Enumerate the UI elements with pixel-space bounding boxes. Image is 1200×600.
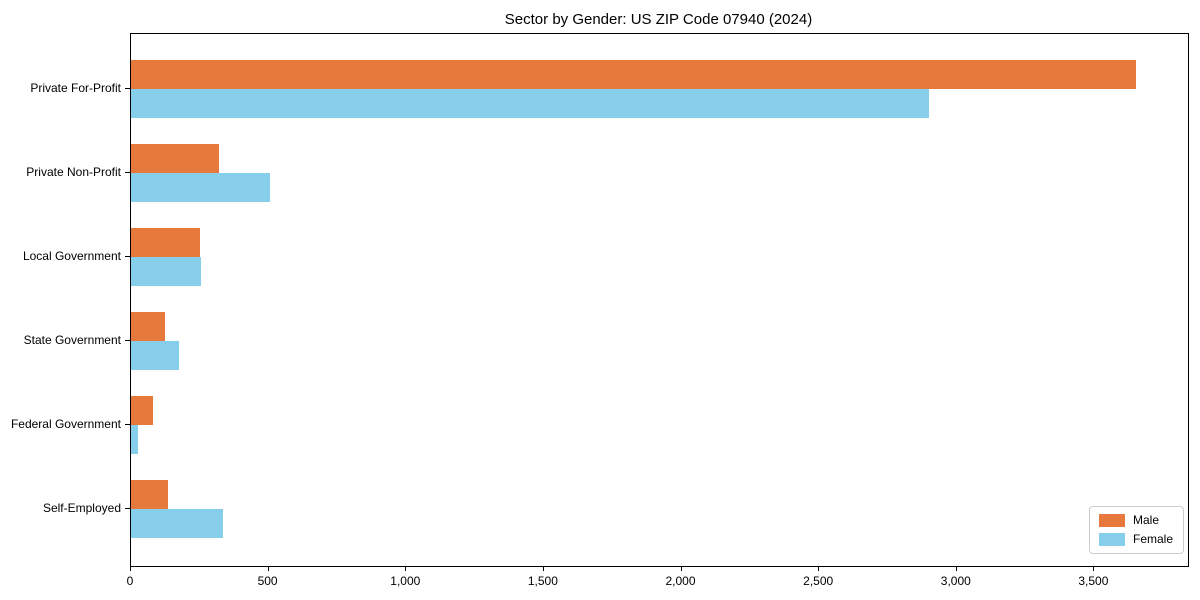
bar-female-self-employed [131,509,224,538]
bar-female-state-government [131,341,180,370]
y-tick-mark-local-government [125,256,130,257]
legend-swatch-female [1098,533,1125,546]
x-axis-label-500: 500 [257,574,278,588]
bar-male-self-employed [131,480,169,509]
x-axis-label-3500: 3,500 [1078,574,1109,588]
plot-area: Male Female [130,33,1189,567]
x-tick-mark-2000 [680,566,682,571]
y-axis-label-private-for-profit: Private For-Profit [30,81,121,95]
legend-item-female: Female [1098,532,1173,546]
y-axis-label-self-employed: Self-Employed [42,501,121,515]
y-axis-label-private-non-profit: Private Non-Profit [26,165,121,179]
x-tick-mark-1000 [405,566,407,571]
legend: Male Female [1088,506,1184,554]
y-tick-mark-federal-government [125,424,130,425]
legend-label-male: Male [1132,513,1159,527]
bar-male-state-government [131,312,166,341]
y-axis-label-state-government: State Government [23,333,121,347]
y-tick-mark-self-employed [125,508,130,509]
x-axis-label-1500: 1,500 [527,574,558,588]
bar-male-federal-government [131,396,153,425]
x-axis-label-2000: 2,000 [665,574,696,588]
y-axis-label-local-government: Local Government [22,249,121,263]
bar-female-federal-government [131,425,138,454]
x-tick-mark-1500 [542,566,544,571]
x-axis-label-1000: 1,000 [390,574,421,588]
x-tick-mark-2500 [818,566,820,571]
y-tick-mark-state-government [125,340,130,341]
bar-female-private-non-profit [131,173,270,202]
legend-item-male: Male [1098,513,1173,527]
x-tick-mark-500 [267,566,269,571]
y-tick-mark-private-for-profit [125,88,130,89]
bars-layer [131,34,1188,566]
x-tick-mark-3000 [955,566,957,571]
legend-swatch-male [1098,514,1125,527]
x-axis-label-0: 0 [126,574,134,588]
legend-label-female: Female [1132,532,1173,546]
x-axis-label-2500: 2,500 [803,574,834,588]
y-tick-mark-private-non-profit [125,172,130,173]
y-axis-label-federal-government: Federal Government [10,417,121,431]
chart-title: Sector by Gender: US ZIP Code 07940 (202… [504,11,813,28]
bar-male-private-non-profit [131,144,220,173]
bar-female-local-government [131,257,202,286]
bar-male-local-government [131,228,200,257]
x-axis-label-3000: 3,000 [940,574,971,588]
bar-female-private-for-profit [131,89,930,118]
x-tick-mark-0 [130,566,131,571]
x-tick-mark-3500 [1093,566,1095,571]
bar-male-private-for-profit [131,60,1136,89]
